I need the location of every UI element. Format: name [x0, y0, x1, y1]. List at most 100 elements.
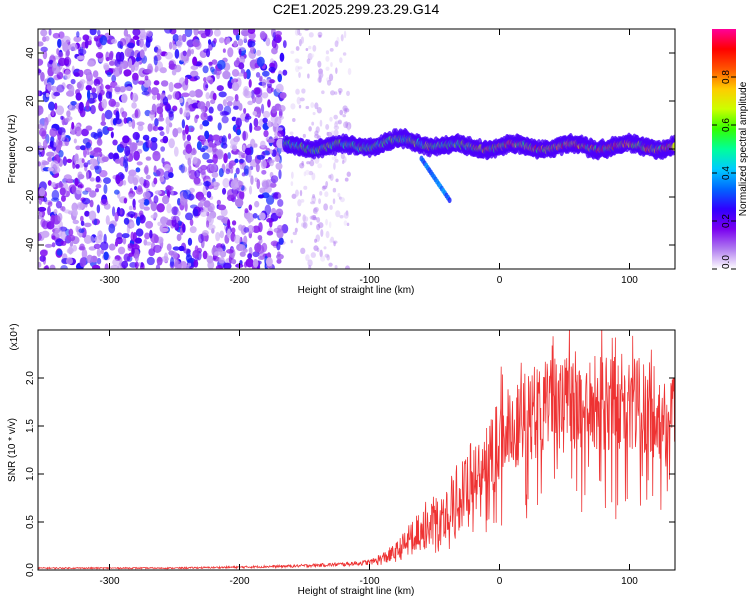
- spectrogram-cell: [183, 248, 191, 254]
- spectrogram-cell: [248, 79, 252, 88]
- spectrogram-cell: [243, 248, 248, 253]
- spectrogram-cell: [154, 190, 162, 195]
- spectrogram-cell: [335, 178, 339, 183]
- spectrogram-cell: [216, 247, 223, 253]
- spectrogram-cell: [178, 97, 184, 104]
- spectrogram-cell: [174, 260, 182, 269]
- spectrogram-cell: [143, 166, 149, 174]
- spectrogram-cell: [110, 131, 114, 139]
- spectrogram-cell: [252, 213, 258, 219]
- spectrogram-cell: [241, 172, 246, 177]
- spectrogram-cell: [110, 38, 118, 44]
- spectrogram-cell: [212, 144, 217, 153]
- spectrogram-cell: [325, 180, 329, 187]
- spectrogram-cell: [300, 199, 305, 203]
- spectrogram-cell: [265, 195, 275, 205]
- spectrogram-cell: [239, 251, 246, 257]
- spectrogram-cell: [213, 68, 222, 76]
- spectrogram-cell: [40, 46, 48, 53]
- spectrogram-cell: [69, 43, 78, 52]
- spectrogram-cell: [221, 116, 229, 124]
- spectrogram-cell: [251, 95, 256, 104]
- spectrogram-cell: [72, 209, 78, 217]
- spectrogram-cell: [81, 197, 91, 205]
- spectrogram-cell: [182, 189, 192, 200]
- spectrogram-cell: [256, 178, 261, 190]
- spectrogram-cell: [92, 152, 100, 157]
- spectrogram-cell: [310, 201, 316, 205]
- spectrogram-cell: [137, 124, 144, 132]
- snr-y-label: SNR (10 * v/v): [7, 418, 18, 482]
- spectrogram-cell: [234, 94, 239, 102]
- spectrogram-cell: [333, 241, 336, 247]
- spectrogram-cell: [179, 107, 183, 115]
- spectrogram-cell: [193, 176, 201, 185]
- spectrogram-cell: [217, 103, 224, 112]
- spectrogram-heatmap: [38, 29, 675, 269]
- spectrogram-cell: [256, 154, 265, 160]
- spectrogram-cell: [155, 168, 165, 177]
- spectrogram-cell: [271, 38, 277, 49]
- spectrogram-cell: [329, 116, 333, 122]
- spectrogram-cell: [122, 135, 130, 144]
- spectrogram-cell: [84, 210, 90, 217]
- spectrogram-cell: [68, 228, 74, 236]
- spectrogram-cell: [206, 191, 212, 199]
- spectrogram-cell: [197, 101, 206, 110]
- spectrogram-cell: [164, 164, 171, 171]
- spectrogram-cell: [129, 221, 135, 229]
- spectrogram-cell: [308, 264, 312, 269]
- spectrogram-cell: [331, 156, 335, 160]
- spectrogram-cell: [308, 126, 312, 132]
- spectrogram-cell: [73, 154, 79, 165]
- spectrogram-cell: [48, 59, 54, 65]
- spectrogram-cell: [144, 241, 152, 246]
- spectrogram-cell: [292, 231, 297, 236]
- spectrogram-cell: [51, 242, 56, 248]
- colorbar: 0.0 0.2 0.4 0.6 0.8 Normalized spectral ampl…: [712, 29, 749, 270]
- spectrogram-cell: [300, 36, 304, 44]
- snr-series-line: [38, 330, 675, 570]
- spectrogram-cell: [238, 62, 245, 70]
- spectrogram-cell: [91, 87, 97, 94]
- spectrogram-cell: [38, 187, 46, 197]
- spectrogram-cell: [145, 174, 151, 180]
- spectrogram-cell: [190, 65, 199, 70]
- spectrogram-cell: [89, 177, 95, 182]
- spectrogram-cell: [672, 142, 675, 151]
- spectrogram-cell: [346, 90, 350, 97]
- spectrogram-cell: [192, 249, 200, 259]
- spectrogram-cell: [210, 99, 216, 105]
- spectrogram-cell: [291, 193, 297, 199]
- spectrogram-cell: [256, 56, 265, 67]
- spectrogram-cell: [172, 246, 180, 251]
- spectrogram-cell: [192, 208, 199, 217]
- spectrogram-cell: [71, 202, 78, 212]
- spectrogram-cell: [217, 122, 222, 131]
- spectrogram-cell: [73, 138, 77, 144]
- spectrogram-cell: [49, 264, 56, 269]
- spectrogram-cell: [238, 158, 245, 164]
- spectrogram-cell: [68, 184, 77, 194]
- spectrogram-cell: [318, 34, 322, 38]
- spectrogram-cell: [86, 60, 95, 67]
- spectrogram-cell: [71, 121, 75, 130]
- spectrogram-cell: [216, 85, 224, 92]
- snr-y-multiplier: (x10⁴): [9, 323, 20, 350]
- spectrogram-cell: [76, 55, 85, 60]
- spectrogram-cell: [119, 173, 125, 180]
- spectrogram-cell: [329, 173, 334, 181]
- spectrogram-cell: [41, 230, 50, 238]
- spectrogram-cell: [48, 29, 52, 36]
- spectrogram-cell: [297, 66, 303, 70]
- spectrogram-cell: [78, 183, 85, 189]
- spectrogram-cell: [266, 138, 275, 143]
- spectrogram-cell: [85, 142, 92, 149]
- spectrogram-cell: [334, 158, 339, 163]
- spectrogram-cell: [96, 204, 101, 214]
- spectrogram-cell: [39, 249, 48, 257]
- spectrogram-cell: [320, 229, 324, 237]
- spectrogram-cell: [38, 41, 44, 47]
- spectrogram-cell: [160, 216, 168, 225]
- spectrogram-cell: [44, 264, 49, 269]
